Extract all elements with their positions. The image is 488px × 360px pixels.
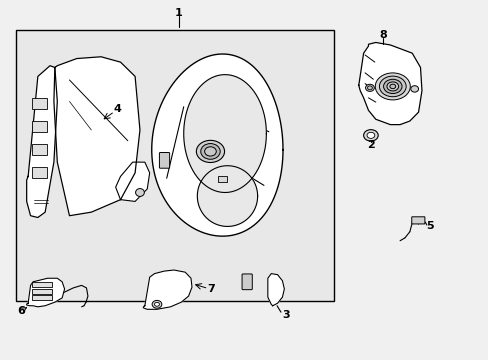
Text: 1: 1 [175,8,183,18]
Ellipse shape [389,84,395,89]
Polygon shape [183,75,266,193]
Ellipse shape [201,144,220,159]
Text: 6: 6 [17,306,25,316]
Ellipse shape [204,147,216,156]
Polygon shape [27,278,64,307]
Ellipse shape [365,84,373,91]
Text: 8: 8 [378,30,386,40]
Polygon shape [197,166,257,226]
Bar [31,144,47,155]
Bar [31,121,47,132]
Ellipse shape [154,302,159,306]
Ellipse shape [374,73,409,100]
Bar [16,30,334,301]
Ellipse shape [366,132,374,138]
Ellipse shape [363,130,377,141]
FancyBboxPatch shape [242,274,252,290]
Text: 4: 4 [113,104,121,113]
Text: 7: 7 [207,284,215,294]
Ellipse shape [386,82,398,91]
Polygon shape [116,162,149,202]
Bar [31,98,47,109]
Text: 5: 5 [426,221,433,231]
Ellipse shape [196,140,224,162]
Ellipse shape [152,300,162,308]
Text: 2: 2 [366,140,374,150]
Bar [217,176,227,182]
Ellipse shape [367,86,372,90]
Ellipse shape [379,76,406,97]
Bar [31,167,47,178]
Ellipse shape [135,189,144,197]
Ellipse shape [410,86,418,92]
FancyBboxPatch shape [411,217,424,224]
Bar [31,282,52,287]
Polygon shape [54,57,140,216]
FancyBboxPatch shape [159,153,169,168]
Text: 3: 3 [282,310,289,320]
Polygon shape [267,274,284,306]
Polygon shape [151,54,283,236]
Ellipse shape [383,79,401,94]
Polygon shape [27,66,57,217]
Bar [31,289,52,294]
Bar [31,295,52,300]
Polygon shape [358,42,421,125]
Polygon shape [143,270,192,309]
